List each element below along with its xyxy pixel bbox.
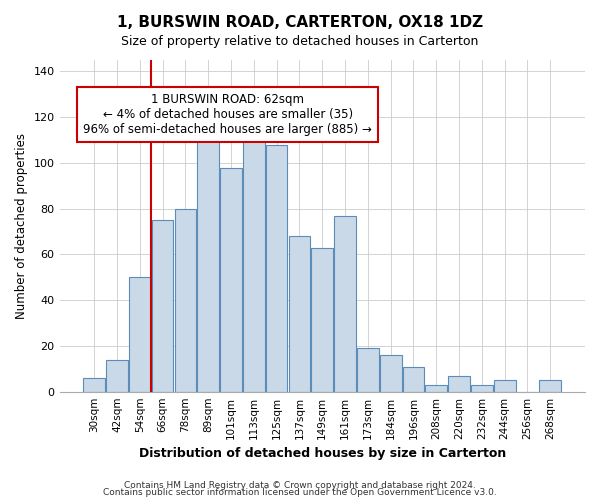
Bar	[471, 385, 493, 392]
Bar	[380, 355, 401, 392]
Bar	[220, 168, 242, 392]
Bar	[106, 360, 128, 392]
Bar	[334, 216, 356, 392]
Text: Size of property relative to detached houses in Carterton: Size of property relative to detached ho…	[121, 35, 479, 48]
Bar	[403, 366, 424, 392]
Text: Contains HM Land Registry data © Crown copyright and database right 2024.: Contains HM Land Registry data © Crown c…	[124, 480, 476, 490]
Bar	[357, 348, 379, 392]
Bar	[494, 380, 515, 392]
Bar	[539, 380, 561, 392]
Y-axis label: Number of detached properties: Number of detached properties	[15, 133, 28, 319]
X-axis label: Distribution of detached houses by size in Carterton: Distribution of detached houses by size …	[139, 447, 506, 460]
Text: 1 BURSWIN ROAD: 62sqm
← 4% of detached houses are smaller (35)
96% of semi-detac: 1 BURSWIN ROAD: 62sqm ← 4% of detached h…	[83, 93, 372, 136]
Bar	[152, 220, 173, 392]
Bar	[243, 126, 265, 392]
Bar	[448, 376, 470, 392]
Bar	[289, 236, 310, 392]
Text: Contains public sector information licensed under the Open Government Licence v3: Contains public sector information licen…	[103, 488, 497, 497]
Bar	[129, 278, 151, 392]
Bar	[311, 248, 333, 392]
Bar	[266, 144, 287, 392]
Bar	[175, 208, 196, 392]
Bar	[197, 122, 219, 392]
Bar	[83, 378, 105, 392]
Text: 1, BURSWIN ROAD, CARTERTON, OX18 1DZ: 1, BURSWIN ROAD, CARTERTON, OX18 1DZ	[117, 15, 483, 30]
Bar	[425, 385, 447, 392]
